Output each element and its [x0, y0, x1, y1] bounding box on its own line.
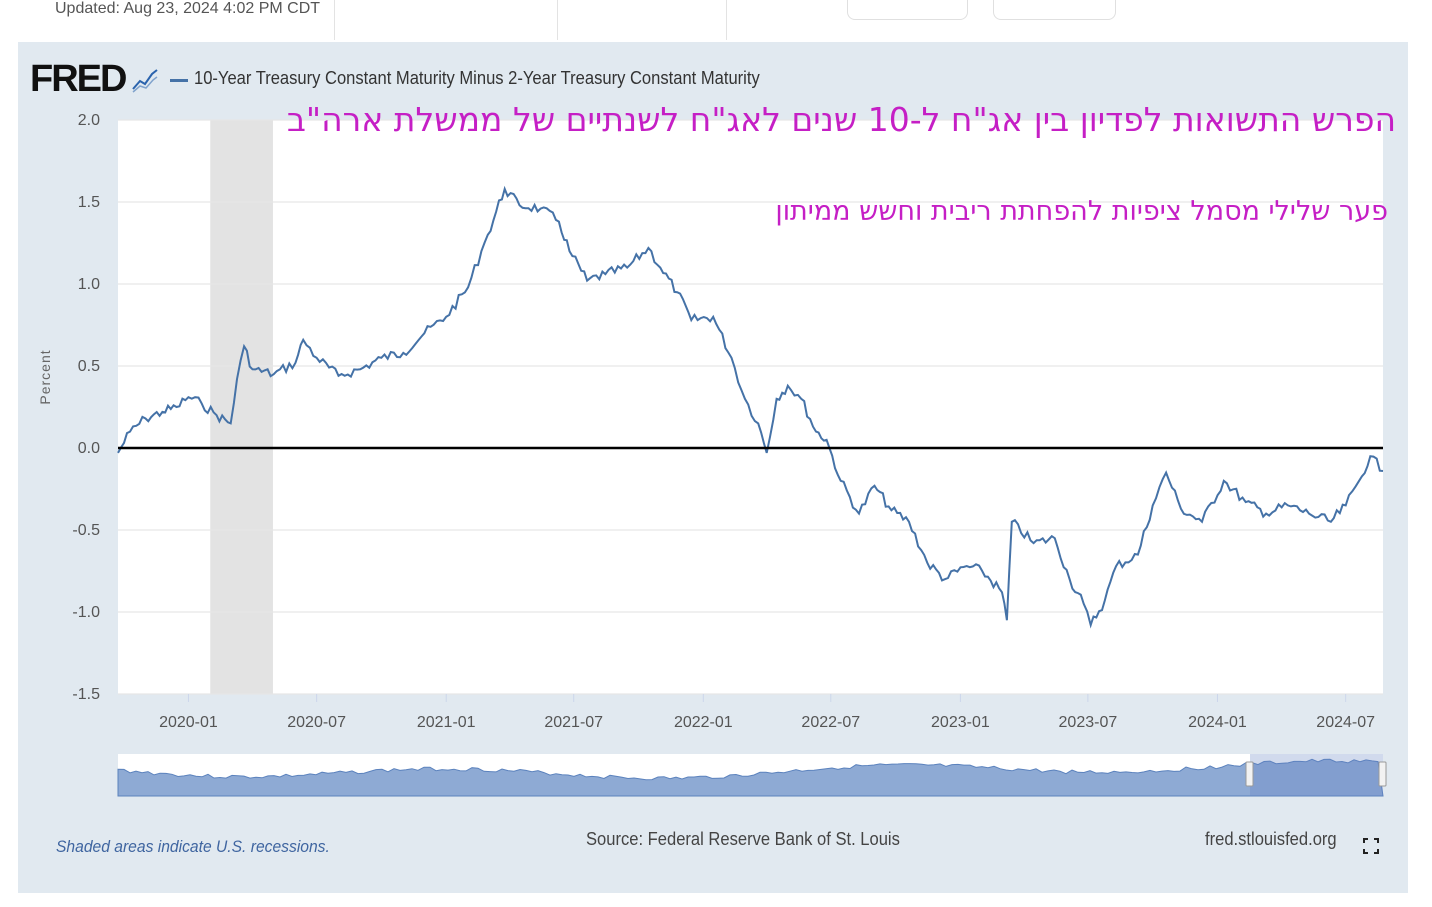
x-tick-label: 2024-01 [1188, 714, 1247, 731]
x-tick-label: 2020-07 [287, 714, 346, 731]
recession-band [210, 120, 273, 694]
navigator-handle[interactable] [1378, 761, 1387, 787]
x-tick-label: 2021-07 [544, 714, 603, 731]
x-tick-label: 2024-07 [1316, 714, 1375, 731]
legend-swatch [170, 79, 188, 82]
chart-panel: FRED 10-Year Treasury Constant Maturity … [18, 42, 1408, 893]
x-tick-label: 2023-07 [1059, 714, 1118, 731]
y-tick-label: -0.5 [72, 522, 100, 539]
recession-note: Shaded areas indicate U.S. recessions. [56, 837, 330, 856]
legend-label: 10-Year Treasury Constant Maturity Minus… [194, 68, 760, 88]
y-tick-label: 2.0 [78, 112, 100, 129]
updated-timestamp: Updated: Aug 23, 2024 4:02 PM CDT [55, 0, 321, 17]
header-divider [726, 0, 727, 40]
x-tick-label: 2021-01 [417, 714, 476, 731]
source-label: Source: Federal Reserve Bank of St. Loui… [586, 829, 900, 849]
header-divider [557, 0, 558, 40]
y-axis-label: Percent [37, 349, 53, 404]
navigator-area [117, 758, 1384, 797]
toolbar-button[interactable] [847, 0, 968, 20]
series-line [117, 185, 1384, 629]
site-link[interactable]: fred.stlouisfed.org [1205, 829, 1337, 849]
x-tick-label: 2022-07 [801, 714, 860, 731]
fullscreen-icon[interactable] [1363, 838, 1379, 854]
navigator-selection [1250, 754, 1383, 796]
header-divider [334, 0, 335, 40]
y-tick-label: 1.0 [78, 276, 100, 293]
plot-area [118, 120, 1383, 694]
y-tick-label: -1.5 [72, 686, 100, 703]
y-tick-label: -1.0 [72, 604, 100, 621]
y-tick-label: 1.5 [78, 194, 100, 211]
annotation-title: הפרש התשואות לפדיון בין אג"ח ל-10 שנים ל… [286, 100, 1396, 139]
x-tick-label: 2022-01 [674, 714, 733, 731]
y-tick-label: 0.5 [78, 358, 100, 375]
annotation-subtitle: פער שלילי מסמל ציפיות להפחתת ריבית וחשש … [775, 196, 1388, 227]
navigator-handle[interactable] [1245, 761, 1254, 787]
toolbar-button[interactable] [993, 0, 1116, 20]
fred-chart-icon [131, 65, 159, 93]
fred-logo: FRED [30, 58, 127, 100]
x-tick-label: 2020-01 [159, 714, 218, 731]
y-tick-label: 0.0 [78, 440, 100, 457]
chart-svg: 2.0 1.5 1.0 0.5 0.0 -0.5 -1.0 -1.5 2020-01 2020-0… [37, 112, 1387, 797]
x-tick-label: 2023-01 [931, 714, 990, 731]
